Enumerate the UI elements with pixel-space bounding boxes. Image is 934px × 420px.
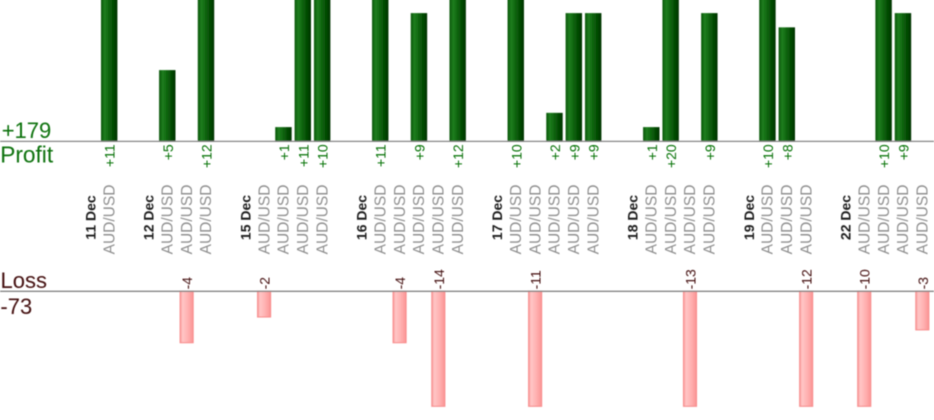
svg-text:AUD/USD: AUD/USD	[682, 185, 699, 255]
svg-text:+9: +9	[895, 144, 911, 160]
svg-text:+1: +1	[644, 144, 660, 160]
svg-text:+2: +2	[547, 144, 563, 160]
svg-text:-73: -73	[0, 294, 32, 319]
svg-text:AUD/USD: AUD/USD	[915, 185, 932, 255]
svg-text:AUD/USD: AUD/USD	[179, 185, 196, 255]
svg-text:AUD/USD: AUD/USD	[431, 185, 448, 255]
svg-text:AUD/USD: AUD/USD	[411, 185, 428, 255]
svg-text:AUD/USD: AUD/USD	[159, 185, 176, 255]
svg-text:+10: +10	[760, 144, 776, 168]
svg-text:AUD/USD: AUD/USD	[392, 185, 409, 255]
svg-text:+12: +12	[450, 144, 466, 168]
svg-text:+8: +8	[779, 144, 795, 160]
svg-text:-14: -14	[431, 269, 447, 289]
svg-text:22 Dec: 22 Dec	[838, 195, 854, 240]
svg-text:AUD/USD: AUD/USD	[314, 185, 331, 255]
svg-text:+9: +9	[566, 144, 582, 160]
svg-text:AUD/USD: AUD/USD	[372, 185, 389, 255]
svg-text:AUD/USD: AUD/USD	[527, 185, 544, 255]
svg-text:AUD/USD: AUD/USD	[585, 185, 602, 255]
svg-text:AUD/USD: AUD/USD	[198, 185, 215, 255]
svg-text:AUD/USD: AUD/USD	[450, 185, 467, 255]
svg-text:+12: +12	[199, 144, 215, 168]
svg-text:-13: -13	[683, 269, 699, 289]
svg-text:+11: +11	[102, 144, 118, 167]
svg-text:AUD/USD: AUD/USD	[508, 185, 525, 255]
svg-text:+11: +11	[295, 144, 311, 167]
svg-text:18 Dec: 18 Dec	[625, 195, 641, 240]
svg-text:AUD/USD: AUD/USD	[643, 185, 660, 255]
svg-text:AUD/USD: AUD/USD	[295, 185, 312, 255]
svg-text:AUD/USD: AUD/USD	[276, 185, 293, 255]
svg-text:-12: -12	[799, 269, 815, 289]
svg-text:19 Dec: 19 Dec	[741, 195, 757, 240]
svg-text:+20: +20	[663, 144, 679, 168]
svg-text:-10: -10	[857, 269, 873, 289]
svg-text:+10: +10	[315, 144, 331, 168]
svg-text:16 Dec: 16 Dec	[354, 195, 370, 240]
svg-text:AUD/USD: AUD/USD	[663, 185, 680, 255]
svg-text:-2: -2	[257, 277, 273, 290]
svg-text:+179: +179	[2, 118, 52, 143]
svg-text:AUD/USD: AUD/USD	[101, 185, 118, 255]
svg-text:15 Dec: 15 Dec	[237, 195, 253, 240]
svg-text:11 Dec: 11 Dec	[83, 195, 99, 240]
svg-text:-11: -11	[528, 270, 544, 289]
svg-text:AUD/USD: AUD/USD	[256, 185, 273, 255]
svg-text:+9: +9	[586, 144, 602, 160]
svg-text:12 Dec: 12 Dec	[141, 195, 157, 240]
svg-text:AUD/USD: AUD/USD	[547, 185, 564, 255]
svg-text:AUD/USD: AUD/USD	[876, 185, 893, 255]
svg-text:+10: +10	[508, 144, 524, 168]
svg-text:AUD/USD: AUD/USD	[856, 185, 873, 255]
svg-text:AUD/USD: AUD/USD	[895, 185, 912, 255]
svg-text:Loss: Loss	[1, 268, 47, 293]
svg-text:-4: -4	[179, 277, 195, 290]
svg-text:+9: +9	[411, 144, 427, 160]
svg-text:AUD/USD: AUD/USD	[798, 185, 815, 255]
svg-text:+10: +10	[876, 144, 892, 168]
svg-text:+9: +9	[702, 144, 718, 160]
svg-text:AUD/USD: AUD/USD	[566, 185, 583, 255]
svg-text:+1: +1	[276, 144, 292, 160]
svg-text:17 Dec: 17 Dec	[489, 195, 505, 240]
svg-text:Profit: Profit	[0, 142, 54, 168]
svg-text:+5: +5	[160, 144, 176, 160]
svg-text:AUD/USD: AUD/USD	[702, 185, 719, 255]
svg-text:AUD/USD: AUD/USD	[779, 185, 796, 255]
svg-text:-3: -3	[915, 277, 931, 290]
svg-text:-4: -4	[392, 277, 408, 290]
svg-text:AUD/USD: AUD/USD	[760, 185, 777, 255]
svg-text:+11: +11	[373, 144, 389, 167]
